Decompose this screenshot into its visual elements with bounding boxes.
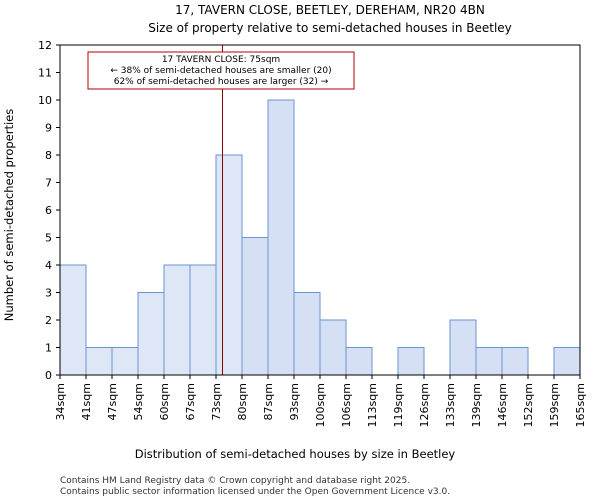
x-tick-label: 47sqm (106, 383, 119, 420)
chart-title: 17, TAVERN CLOSE, BEETLEY, DEREHAM, NR20… (175, 3, 485, 17)
y-tick-label: 2 (45, 314, 52, 327)
y-axis-label: Number of semi-detached properties (2, 109, 16, 321)
x-tick-label: 106sqm (340, 383, 353, 427)
x-tick-label: 54sqm (132, 383, 145, 420)
y-tick-label: 6 (45, 204, 52, 217)
bar-159sqm (553, 347, 581, 376)
y-tick-label: 1 (45, 342, 52, 355)
bar-67sqm (189, 264, 217, 376)
bar-73sqm (215, 154, 243, 376)
bar-106sqm (345, 347, 373, 376)
y-tick-label: 5 (45, 232, 52, 245)
bar-34sqm (59, 264, 87, 376)
chart-subtitle: Size of property relative to semi-detach… (148, 21, 512, 35)
footer-line-2: Contains public sector information licen… (60, 487, 450, 497)
y-tick-label: 11 (38, 67, 52, 80)
bar-93sqm (293, 292, 321, 376)
x-tick-label: 41sqm (80, 383, 93, 420)
bar-60sqm (163, 264, 191, 376)
y-tick-label: 7 (45, 177, 52, 190)
x-tick-label: 113sqm (366, 383, 379, 427)
bar-80sqm (241, 237, 269, 376)
x-ticks: 34sqm 41sqm 47sqm 54sqm 60sqm 67sqm 73sqm 80sqm… (54, 375, 587, 427)
y-tick-label: 8 (45, 149, 52, 162)
x-tick-label: 152sqm (522, 383, 535, 427)
x-tick-label: 93sqm (288, 383, 301, 420)
bar-139sqm (475, 347, 503, 376)
y-tick-label: 10 (38, 94, 52, 107)
annotation-box: 17 TAVERN CLOSE: 75sqm ← 38% of semi-det… (87, 51, 355, 90)
x-tick-label: 146sqm (496, 383, 509, 427)
y-tick-label: 3 (45, 287, 52, 300)
x-tick-label: 119sqm (392, 383, 405, 427)
annotation-line-1: 17 TAVERN CLOSE: 75sqm (162, 55, 280, 65)
x-tick-label: 73sqm (210, 383, 223, 420)
y-tick-label: 4 (45, 259, 52, 272)
y-tick-label: 0 (45, 369, 52, 382)
x-tick-label: 133sqm (444, 383, 457, 427)
annotation-border (87, 51, 355, 90)
y-tick-label: 9 (45, 122, 52, 135)
x-tick-label: 126sqm (418, 383, 431, 427)
x-tick-label: 67sqm (184, 383, 197, 420)
bar-47sqm (111, 347, 139, 376)
annotation-line-3: 62% of semi-detached houses are larger (… (114, 77, 329, 87)
bar-146sqm (501, 347, 529, 376)
footer-line-1: Contains HM Land Registry data © Crown c… (60, 476, 410, 486)
bar-100sqm (319, 319, 347, 376)
bar-54sqm (137, 292, 165, 376)
y-tick-label: 12 (38, 39, 52, 52)
x-tick-label: 60sqm (158, 383, 171, 420)
x-tick-label: 34sqm (54, 383, 67, 420)
x-axis-label: Distribution of semi-detached houses by … (135, 447, 456, 461)
x-tick-label: 139sqm (470, 383, 483, 427)
bar-119sqm (397, 347, 425, 376)
x-tick-label: 100sqm (314, 383, 327, 427)
annotation-line-2: ← 38% of semi-detached houses are smalle… (110, 66, 331, 76)
bar-87sqm (267, 99, 295, 376)
x-tick-label: 159sqm (548, 383, 561, 427)
x-tick-label: 165sqm (574, 383, 587, 427)
x-tick-label: 80sqm (236, 383, 249, 420)
bar-133sqm (449, 319, 477, 376)
bars-layer (59, 99, 581, 376)
bar-41sqm (85, 347, 113, 376)
x-tick-label: 87sqm (262, 383, 275, 420)
